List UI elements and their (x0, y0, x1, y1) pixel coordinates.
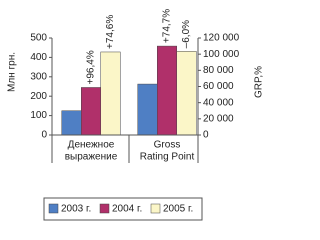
y-tick-label: 200 (30, 91, 47, 102)
y2-tick-label: 60 000 (203, 81, 234, 92)
x-tick-label: выражение (65, 152, 118, 163)
page: {"chart_data": { "type": "bar", "categor… (6, 8, 265, 221)
y-tick-label: 100 (30, 110, 47, 121)
y2-tick-label: 80 000 (203, 65, 234, 76)
legend-label: 2005 г. (163, 204, 193, 215)
annotation: +74,6% (105, 15, 116, 49)
bar (100, 51, 121, 136)
y2-tick-label: 100 000 (203, 49, 240, 60)
y-tick-label: 500 (30, 33, 47, 44)
y-tick-label: 0 (41, 130, 47, 141)
annotation: +96,4% (86, 50, 97, 84)
y2-tick-label: 0 (203, 130, 209, 141)
legend-label: 2004 г. (112, 204, 142, 215)
bar (176, 51, 197, 136)
y2-tick-label: 20 000 (203, 113, 234, 124)
x-tick-label: Rating Point (140, 152, 195, 163)
bar (81, 87, 101, 136)
x-tick-label: Gross (154, 140, 181, 151)
y-tick-label: 400 (30, 52, 47, 63)
bar (137, 83, 158, 136)
y2-axis-label: GRP,% (254, 66, 265, 98)
legend-frame (43, 197, 203, 221)
annotation: +74,7% (162, 9, 173, 43)
bar (157, 45, 177, 136)
legend-label: 2003 г. (61, 204, 91, 215)
y2-tick-label: 40 000 (203, 97, 234, 108)
y-axis-label: Млн грн. (7, 52, 18, 92)
x-tick-label: Денежное (68, 140, 115, 151)
annotation: –6,0% (181, 20, 192, 48)
bar (61, 110, 82, 136)
y2-tick-label: 120 000 (203, 33, 240, 44)
legend-swatch (48, 203, 59, 214)
legend-swatch (99, 203, 110, 214)
legend-swatch (150, 203, 161, 214)
chart: Млн грн. GRP,% 0 100 200 300 400 500 0 20 000 40… (7, 9, 265, 221)
y-tick-label: 300 (30, 71, 47, 82)
